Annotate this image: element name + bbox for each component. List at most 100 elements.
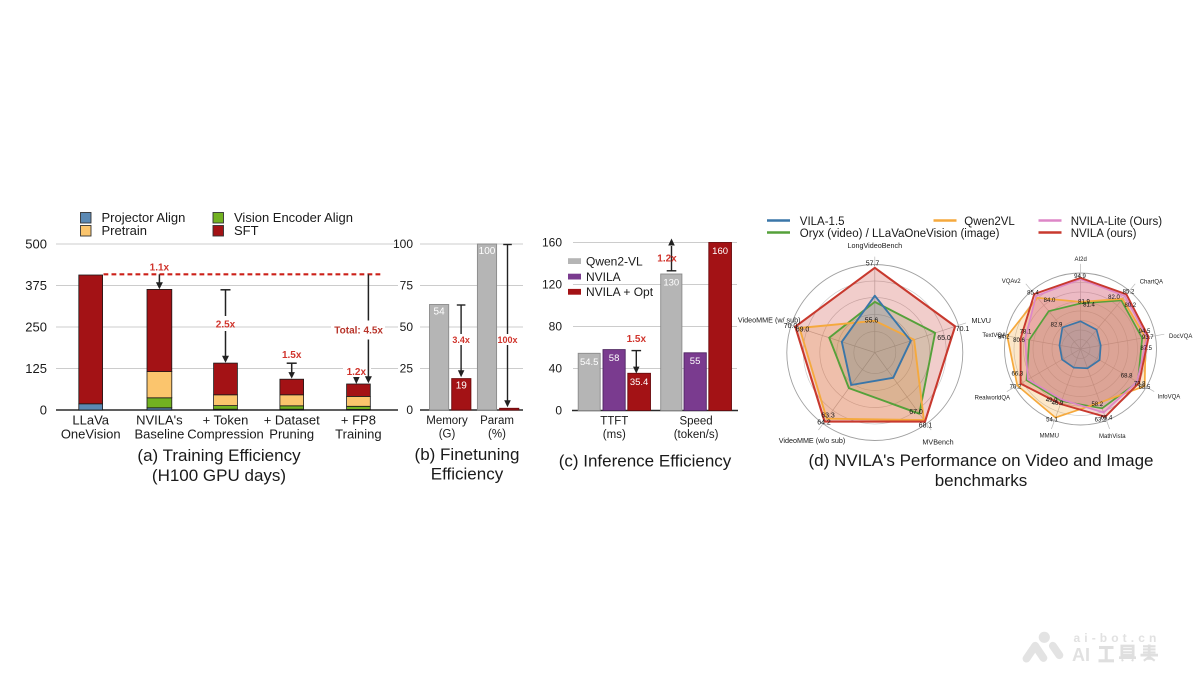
svg-text:1.5x: 1.5x [627, 334, 647, 345]
svg-text:55: 55 [690, 356, 701, 367]
svg-text:66.3: 66.3 [1012, 372, 1024, 378]
svg-text:70.0: 70.0 [784, 323, 798, 330]
svg-text:1.2x: 1.2x [657, 254, 677, 265]
svg-text:100x: 100x [497, 335, 517, 345]
svg-text:Qwen2VL: Qwen2VL [964, 216, 1015, 228]
svg-text:68.1: 68.1 [919, 423, 933, 430]
svg-text:87.5: 87.5 [1140, 346, 1152, 352]
svg-text:120: 120 [542, 278, 562, 292]
svg-text:63.3: 63.3 [821, 413, 835, 420]
svg-text:84.2: 84.2 [998, 335, 1010, 341]
svg-text:125: 125 [25, 361, 47, 376]
svg-text:160: 160 [542, 236, 562, 250]
svg-text:84.0: 84.0 [1044, 298, 1056, 304]
svg-text:375: 375 [25, 278, 47, 293]
svg-text:58.2: 58.2 [1091, 402, 1103, 408]
svg-text:1.2x: 1.2x [347, 367, 367, 378]
svg-text:70.2: 70.2 [1010, 385, 1022, 391]
svg-text:VideoMME (w/ sub): VideoMME (w/ sub) [738, 316, 801, 325]
svg-text:80.6: 80.6 [1013, 338, 1025, 344]
svg-text:65.4: 65.4 [1101, 416, 1113, 422]
svg-text:Param: Param [480, 415, 514, 427]
svg-text:57.7: 57.7 [866, 261, 880, 268]
svg-text:VILA-1.5: VILA-1.5 [800, 216, 845, 228]
svg-text:ai-bot.cn: ai-bot.cn [1074, 631, 1161, 645]
svg-text:80.2: 80.2 [1124, 303, 1136, 309]
svg-text:(G): (G) [439, 429, 456, 441]
svg-text:65.0: 65.0 [937, 335, 951, 342]
svg-text:(token/s): (token/s) [674, 429, 719, 441]
svg-text:+ FP8: + FP8 [341, 413, 376, 428]
svg-text:64.2: 64.2 [817, 420, 831, 427]
svg-text:Oryx (video) / LLaVaOneVision: Oryx (video) / LLaVaOneVision (image) [800, 228, 1000, 240]
svg-text:Projector Align: Projector Align [102, 210, 186, 225]
svg-text:50: 50 [400, 320, 414, 334]
svg-text:68.8: 68.8 [1121, 374, 1133, 380]
svg-text:1.1x: 1.1x [150, 263, 170, 274]
svg-text:(H100 GPU days): (H100 GPU days) [152, 466, 286, 485]
svg-text:AI2d: AI2d [1075, 257, 1087, 263]
svg-text:DocVQA: DocVQA [1169, 334, 1192, 340]
svg-text:2.5x: 2.5x [216, 319, 236, 330]
svg-text:AI: AI [1072, 645, 1090, 665]
svg-text:68.5: 68.5 [1139, 385, 1151, 391]
svg-text:ChartQA: ChartQA [1140, 280, 1163, 286]
svg-text:Memory: Memory [426, 415, 468, 427]
svg-text:MVBench: MVBench [922, 438, 953, 447]
svg-text:54.5: 54.5 [580, 357, 599, 368]
svg-text:Vision Encoder Align: Vision Encoder Align [234, 210, 353, 225]
svg-text:40: 40 [549, 362, 563, 376]
svg-text:NVILA: NVILA [586, 270, 621, 284]
svg-text:82.0: 82.0 [1108, 295, 1120, 301]
svg-text:54: 54 [434, 307, 446, 318]
svg-text:InfoVQA: InfoVQA [1158, 395, 1181, 401]
svg-text:78.1: 78.1 [1020, 330, 1032, 336]
svg-text:VideoMME (w/o sub): VideoMME (w/o sub) [779, 436, 846, 445]
svg-text:NVILA-Lite (Ours): NVILA-Lite (Ours) [1071, 216, 1163, 228]
svg-text:Pruning: Pruning [269, 427, 314, 442]
svg-text:+ Token: + Token [203, 413, 249, 428]
svg-text:(a) Training Efficiency: (a) Training Efficiency [137, 446, 301, 465]
svg-text:(b) Finetuning: (b) Finetuning [415, 445, 520, 464]
svg-text:Baseline: Baseline [134, 427, 184, 442]
svg-text:(c) Inference Efficiency: (c) Inference Efficiency [559, 452, 732, 471]
svg-text:55.6: 55.6 [865, 318, 879, 325]
svg-text:Efficiency: Efficiency [431, 465, 504, 484]
svg-text:25: 25 [400, 362, 414, 376]
svg-text:250: 250 [25, 320, 47, 335]
svg-text:Training: Training [335, 427, 381, 442]
svg-text:Speed: Speed [679, 416, 712, 428]
svg-text:NVILA's: NVILA's [136, 413, 183, 428]
svg-text:0: 0 [40, 403, 47, 418]
svg-text:70.1: 70.1 [956, 326, 970, 333]
svg-text:80: 80 [549, 320, 563, 334]
svg-text:NVILA (ours): NVILA (ours) [1071, 228, 1137, 240]
svg-text:58: 58 [609, 353, 620, 364]
svg-text:TTFT: TTFT [600, 416, 628, 428]
svg-text:94.5: 94.5 [1139, 329, 1151, 335]
svg-text:SFT: SFT [234, 223, 259, 238]
svg-text:160: 160 [712, 246, 728, 257]
svg-text:OneVision: OneVision [61, 427, 121, 442]
svg-text:75: 75 [400, 279, 414, 293]
svg-text:93.7: 93.7 [1142, 335, 1154, 341]
svg-text:82.9: 82.9 [1051, 323, 1063, 329]
svg-text:benchmarks: benchmarks [935, 471, 1028, 490]
svg-text:63.2: 63.2 [1095, 418, 1107, 424]
svg-text:1.5x: 1.5x [282, 350, 302, 361]
svg-text:500: 500 [25, 237, 47, 252]
svg-text:130: 130 [663, 278, 679, 289]
svg-text:(ms): (ms) [603, 429, 626, 441]
svg-text:(%): (%) [488, 429, 506, 441]
svg-text:100: 100 [479, 246, 496, 257]
svg-text:46.9: 46.9 [1052, 401, 1064, 407]
svg-text:94.9: 94.9 [1074, 274, 1086, 280]
svg-text:85.2: 85.2 [1123, 290, 1135, 296]
svg-text:RealworldQA: RealworldQA [975, 396, 1010, 402]
svg-text:+ Dataset: + Dataset [264, 413, 320, 428]
svg-text:TextVQA: TextVQA [982, 333, 1006, 339]
svg-text:Total: 4.5x: Total: 4.5x [334, 326, 383, 337]
svg-text:LongVideoBench: LongVideoBench [847, 241, 902, 250]
svg-text:(d) NVILA's Performance on Vid: (d) NVILA's Performance on Video and Ima… [808, 451, 1153, 470]
svg-text:19: 19 [456, 381, 468, 392]
